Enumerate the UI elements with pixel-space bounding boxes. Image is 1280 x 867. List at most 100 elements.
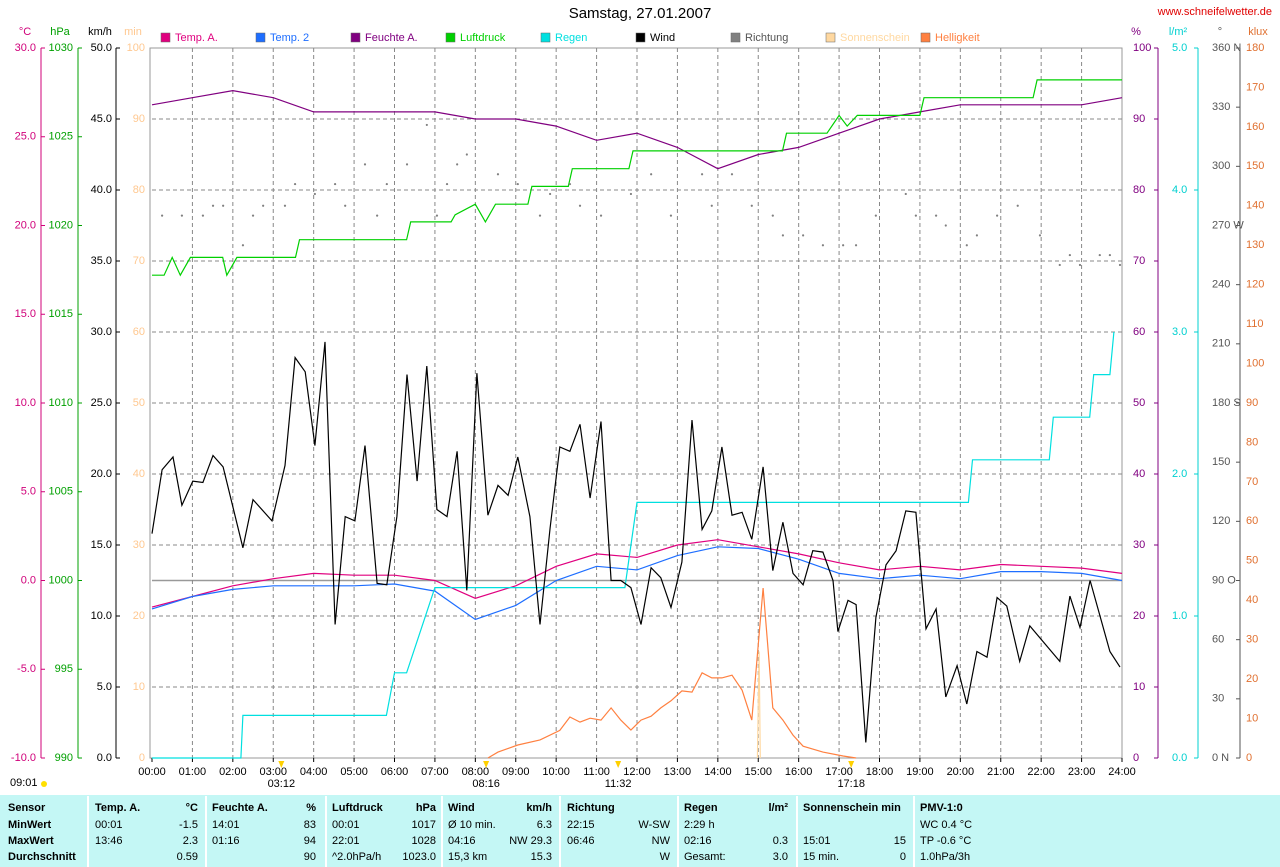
x-tick-label: 19:00 bbox=[906, 766, 934, 778]
y-tick-label: 30.0 bbox=[15, 42, 36, 54]
y-tick-label: 4.0 bbox=[1172, 184, 1187, 196]
x-tick-label: 15:00 bbox=[744, 766, 772, 778]
table-header: Richtung bbox=[567, 802, 615, 814]
legend-label: Sonnenschein bbox=[840, 32, 910, 44]
direction-dot bbox=[1108, 253, 1111, 257]
series-line bbox=[151, 89, 1123, 170]
y-tick-label: 20 bbox=[133, 610, 145, 622]
y-tick-label: 50.0 bbox=[91, 42, 112, 54]
direction-dot bbox=[965, 244, 968, 247]
series-line bbox=[151, 539, 1123, 608]
y-tick-label: 270 W bbox=[1212, 219, 1244, 231]
table-cell: 2:29 h bbox=[684, 819, 715, 831]
table-cell: MinWert bbox=[8, 819, 52, 831]
table-cell: MaxWert bbox=[8, 835, 54, 847]
direction-dot bbox=[201, 214, 205, 217]
y-tick-label: 0.0 bbox=[97, 752, 112, 764]
y-tick-label: 40 bbox=[133, 468, 145, 480]
direction-dot bbox=[333, 182, 337, 186]
y-tick-label: 0 bbox=[1133, 752, 1139, 764]
event-time: 11:32 bbox=[605, 778, 632, 790]
event-marker bbox=[848, 761, 855, 768]
x-tick-label: 20:00 bbox=[947, 766, 975, 778]
event-marker bbox=[278, 761, 285, 768]
table-cell: 6.3 bbox=[537, 819, 552, 831]
y-tick-label: 90 bbox=[133, 113, 145, 125]
table-cell: 15 min. bbox=[803, 851, 839, 863]
table-header: PMV-1:0 bbox=[920, 802, 963, 814]
y-tick-label: 1030 bbox=[49, 42, 73, 54]
y-tick-label: 20.0 bbox=[15, 219, 36, 231]
x-tick-label: 17:00 bbox=[825, 766, 853, 778]
y-tick-label: 20.0 bbox=[91, 468, 112, 480]
table-header: % bbox=[306, 802, 316, 814]
table-cell: 14:01 bbox=[212, 819, 240, 831]
legend-label: Luftdruck bbox=[460, 32, 506, 44]
table-cell: 1.0hPa/3h bbox=[920, 851, 970, 863]
series-line bbox=[151, 546, 1123, 621]
legend-label: Regen bbox=[555, 32, 587, 44]
table-cell: 15 bbox=[894, 835, 906, 847]
direction-dot bbox=[700, 173, 704, 176]
axis-unit: °C bbox=[19, 26, 31, 38]
y-tick-label: 10.0 bbox=[15, 397, 36, 409]
event-time: 08:16 bbox=[472, 778, 500, 790]
x-tick-label: 24:00 bbox=[1108, 766, 1136, 778]
stats-background bbox=[0, 795, 1280, 867]
source: www.schneifelwetter.de bbox=[1157, 6, 1272, 18]
table-header: km/h bbox=[526, 802, 552, 814]
table-cell: 2.3 bbox=[183, 835, 198, 847]
direction-dot bbox=[904, 192, 907, 196]
y-tick-label: 70 bbox=[133, 255, 145, 267]
table-cell: 90 bbox=[304, 851, 316, 863]
legend-label: Wind bbox=[650, 32, 675, 44]
y-tick-label: 30 bbox=[133, 539, 145, 551]
y-tick-label: 110 bbox=[1246, 318, 1264, 330]
y-tick-label: 60 bbox=[1246, 515, 1258, 527]
event-time: 17:18 bbox=[837, 778, 865, 790]
direction-dot bbox=[549, 192, 552, 196]
direction-dot bbox=[262, 204, 265, 207]
y-tick-label: 140 bbox=[1246, 200, 1264, 212]
y-tick-label: -5.0 bbox=[17, 663, 36, 675]
table-cell: 01:16 bbox=[212, 835, 240, 847]
legend-swatch bbox=[635, 32, 646, 43]
y-tick-label: 150 bbox=[1212, 456, 1230, 468]
table-cell: 15.3 bbox=[531, 851, 552, 863]
table-header: Regen bbox=[684, 802, 718, 814]
moon-time: 09:01 bbox=[10, 777, 38, 789]
direction-dot bbox=[669, 214, 673, 217]
y-tick-label: 30 bbox=[1212, 693, 1224, 705]
event-time: 03:12 bbox=[268, 778, 296, 790]
table-header: hPa bbox=[416, 802, 437, 814]
y-tick-label: 1025 bbox=[49, 131, 73, 143]
y-tick-label: 10 bbox=[1133, 681, 1145, 693]
y-tick-label: 170 bbox=[1246, 81, 1264, 93]
y-tick-label: 180 bbox=[1246, 42, 1264, 54]
x-tick-label: 00:00 bbox=[138, 766, 166, 778]
y-tick-label: 0 bbox=[139, 752, 145, 764]
legend-label: Richtung bbox=[745, 32, 788, 44]
series-line bbox=[756, 651, 761, 759]
legend-swatch bbox=[730, 32, 741, 43]
axis-unit: km/h bbox=[88, 26, 112, 38]
y-tick-label: 30 bbox=[1133, 539, 1145, 551]
direction-dot bbox=[313, 192, 316, 196]
x-tick-label: 16:00 bbox=[785, 766, 813, 778]
direction-dot bbox=[1098, 253, 1101, 257]
x-tick-label: 08:00 bbox=[462, 766, 490, 778]
direction-dot bbox=[222, 204, 225, 207]
direction-dot bbox=[821, 244, 825, 247]
axis-unit: hPa bbox=[50, 26, 70, 38]
axis-unit: klux bbox=[1248, 26, 1268, 38]
direction-dot bbox=[650, 173, 653, 176]
direction-dot bbox=[456, 163, 459, 166]
table-header: Sensor bbox=[8, 802, 46, 814]
legend-swatch bbox=[540, 32, 551, 43]
y-tick-label: 60 bbox=[1212, 634, 1224, 646]
y-tick-label: 5.0 bbox=[1172, 42, 1187, 54]
table-cell: 15,3 km bbox=[448, 851, 487, 863]
direction-dot bbox=[914, 214, 917, 217]
table-header: °C bbox=[186, 802, 198, 814]
direction-dot bbox=[750, 204, 753, 207]
